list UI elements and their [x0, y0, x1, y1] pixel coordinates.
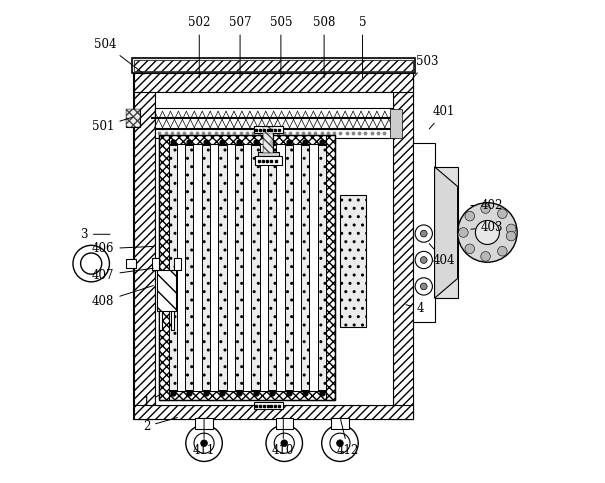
Bar	[252, 145, 260, 390]
Circle shape	[322, 425, 358, 461]
Bar	[301, 145, 309, 390]
Circle shape	[330, 433, 350, 453]
Text: 505: 505	[270, 16, 292, 78]
Circle shape	[186, 425, 222, 461]
Text: 408: 408	[92, 285, 154, 308]
Bar	[169, 145, 177, 390]
Bar	[159, 135, 335, 144]
Bar	[235, 145, 243, 390]
Bar	[195, 418, 213, 429]
Text: 401: 401	[429, 105, 456, 129]
Circle shape	[481, 204, 491, 213]
Text: 5: 5	[359, 16, 366, 78]
Circle shape	[420, 283, 427, 290]
Bar	[413, 142, 434, 322]
Bar	[134, 73, 413, 92]
Bar	[126, 259, 136, 269]
Bar	[263, 127, 273, 153]
Circle shape	[497, 246, 507, 256]
Text: 411: 411	[193, 420, 215, 457]
Bar	[152, 258, 159, 270]
Bar	[393, 73, 413, 419]
Bar	[134, 60, 413, 71]
Circle shape	[415, 278, 433, 295]
Text: 4: 4	[406, 302, 424, 315]
Circle shape	[506, 224, 516, 234]
Bar	[434, 167, 457, 298]
Text: 407: 407	[92, 268, 153, 282]
Circle shape	[274, 433, 294, 453]
Bar	[218, 145, 226, 390]
Bar	[276, 418, 293, 429]
Bar	[185, 145, 194, 390]
Bar	[263, 127, 273, 153]
Text: 410: 410	[272, 420, 295, 457]
Bar	[126, 109, 140, 127]
Bar	[157, 270, 176, 311]
Text: 2: 2	[143, 417, 177, 433]
Bar	[332, 418, 348, 429]
Text: 1: 1	[143, 394, 161, 409]
Circle shape	[194, 433, 214, 453]
Bar	[155, 108, 393, 128]
Circle shape	[497, 209, 507, 218]
Text: 501: 501	[92, 117, 132, 133]
Bar	[155, 92, 393, 405]
Text: 406: 406	[92, 242, 153, 255]
Bar	[255, 156, 281, 165]
Bar	[174, 258, 181, 270]
Bar	[171, 311, 174, 330]
Text: 502: 502	[188, 16, 211, 78]
Bar	[134, 73, 413, 419]
Circle shape	[266, 425, 302, 461]
Bar	[134, 405, 413, 419]
Bar	[159, 311, 162, 330]
Bar	[132, 57, 416, 73]
Bar	[340, 195, 367, 327]
Circle shape	[457, 203, 517, 262]
Bar	[253, 402, 283, 409]
Bar	[253, 126, 283, 133]
Text: 3: 3	[80, 228, 110, 241]
Bar	[202, 145, 210, 390]
Circle shape	[73, 245, 110, 282]
Bar	[126, 109, 140, 127]
Circle shape	[420, 256, 427, 263]
Circle shape	[506, 231, 516, 241]
Polygon shape	[434, 167, 457, 298]
Text: 404: 404	[429, 243, 456, 267]
Text: 412: 412	[337, 419, 359, 457]
Text: 504: 504	[94, 38, 144, 74]
Circle shape	[459, 227, 468, 237]
Circle shape	[80, 253, 102, 274]
Bar	[159, 391, 335, 400]
Bar	[159, 135, 335, 400]
Bar	[284, 145, 293, 390]
Circle shape	[415, 251, 433, 269]
Circle shape	[201, 440, 208, 447]
Bar	[268, 145, 276, 390]
Circle shape	[415, 225, 433, 242]
Text: 507: 507	[229, 16, 251, 78]
Text: 402: 402	[471, 199, 503, 212]
Bar	[134, 73, 155, 419]
Circle shape	[281, 440, 287, 447]
Circle shape	[420, 230, 427, 237]
Bar	[390, 109, 402, 138]
Text: 403: 403	[471, 221, 503, 234]
Bar	[159, 135, 169, 400]
Bar	[318, 145, 325, 390]
Bar	[155, 128, 393, 138]
Circle shape	[481, 252, 491, 261]
Bar	[325, 135, 335, 400]
Text: 503: 503	[413, 55, 439, 79]
Circle shape	[465, 212, 474, 221]
Bar	[258, 152, 279, 158]
Circle shape	[465, 244, 474, 254]
Circle shape	[476, 220, 499, 244]
Circle shape	[336, 440, 343, 447]
Text: 508: 508	[313, 16, 335, 78]
